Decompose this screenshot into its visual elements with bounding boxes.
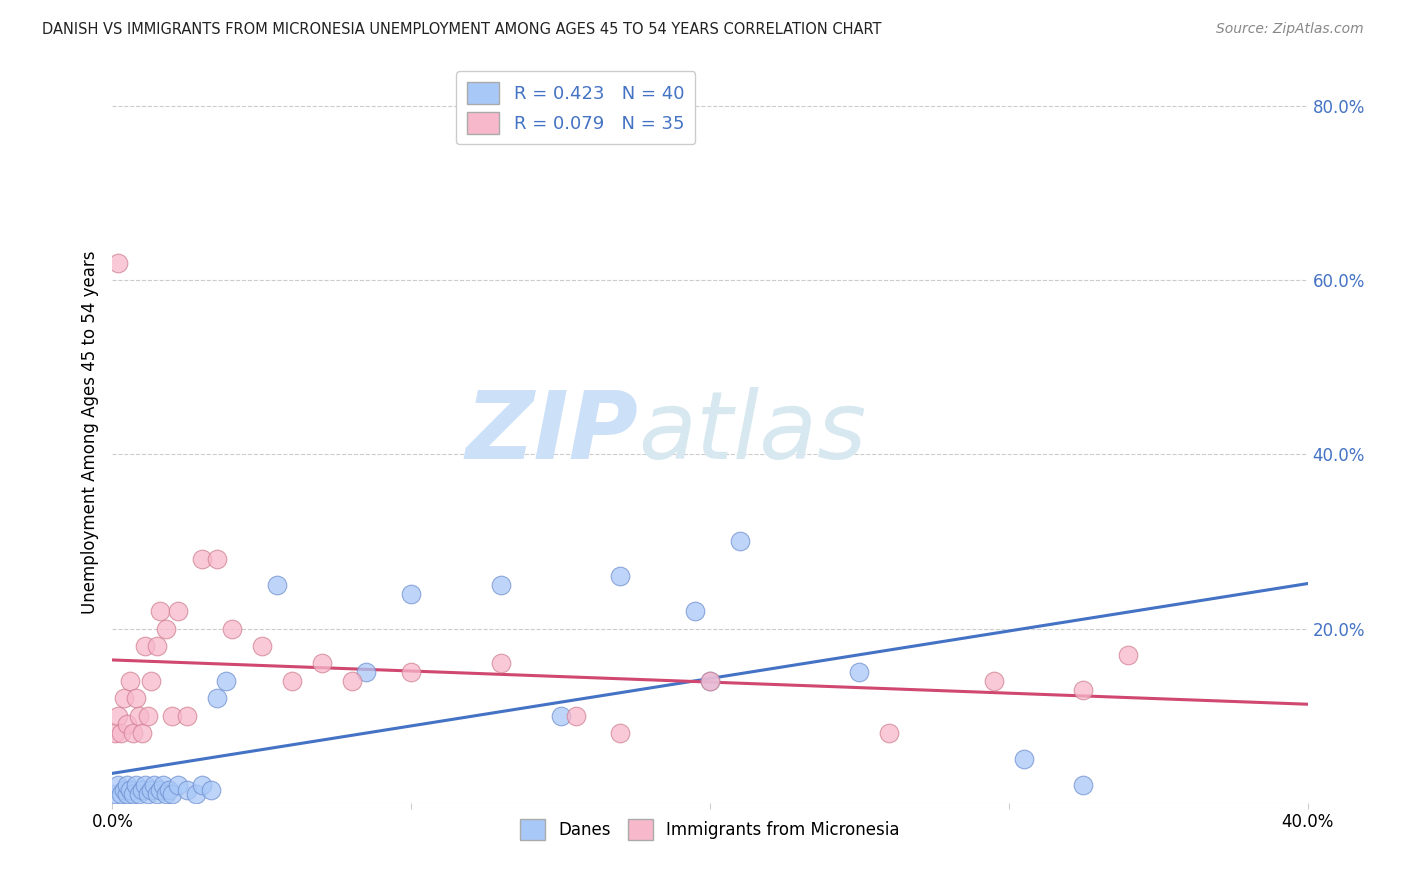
Text: ZIP: ZIP bbox=[465, 386, 638, 479]
Point bbox=[186, 787, 208, 801]
Point bbox=[131, 726, 153, 740]
Point bbox=[131, 782, 153, 797]
Point bbox=[215, 673, 238, 688]
Legend: Danes, Immigrants from Micronesia: Danes, Immigrants from Micronesia bbox=[513, 813, 907, 847]
Point bbox=[122, 787, 145, 801]
Point bbox=[983, 673, 1005, 688]
Point bbox=[281, 673, 304, 688]
Point bbox=[564, 708, 586, 723]
Point bbox=[221, 622, 243, 636]
Point bbox=[191, 552, 214, 566]
Point bbox=[107, 256, 129, 270]
Point bbox=[125, 691, 148, 706]
Point bbox=[340, 673, 363, 688]
Point bbox=[401, 587, 423, 601]
Point bbox=[146, 639, 169, 653]
Point bbox=[120, 782, 142, 797]
Point bbox=[138, 787, 160, 801]
Point bbox=[609, 569, 631, 583]
Point bbox=[311, 657, 333, 671]
Point bbox=[699, 673, 721, 688]
Point bbox=[1073, 682, 1095, 697]
Point bbox=[176, 782, 198, 797]
Point bbox=[266, 578, 288, 592]
Point bbox=[489, 657, 512, 671]
Point bbox=[489, 578, 512, 592]
Point bbox=[110, 787, 132, 801]
Point bbox=[848, 665, 870, 680]
Point bbox=[176, 708, 198, 723]
Point bbox=[162, 787, 183, 801]
Point bbox=[205, 552, 228, 566]
Point bbox=[157, 782, 180, 797]
Point bbox=[107, 778, 129, 792]
Point bbox=[114, 691, 135, 706]
Point bbox=[146, 787, 169, 801]
Point bbox=[125, 778, 148, 792]
Point bbox=[401, 665, 423, 680]
Text: atlas: atlas bbox=[638, 387, 866, 478]
Point bbox=[162, 708, 183, 723]
Point bbox=[122, 726, 145, 740]
Point bbox=[141, 782, 163, 797]
Point bbox=[167, 778, 190, 792]
Point bbox=[117, 787, 139, 801]
Y-axis label: Unemployment Among Ages 45 to 54 years: Unemployment Among Ages 45 to 54 years bbox=[80, 251, 98, 615]
Point bbox=[250, 639, 273, 653]
Point bbox=[879, 726, 901, 740]
Point bbox=[128, 708, 150, 723]
Point bbox=[1012, 752, 1035, 766]
Point bbox=[134, 778, 156, 792]
Point bbox=[149, 604, 172, 618]
Point bbox=[356, 665, 378, 680]
Point bbox=[117, 717, 139, 731]
Point bbox=[1073, 778, 1095, 792]
Point bbox=[699, 673, 721, 688]
Point bbox=[107, 708, 129, 723]
Point bbox=[609, 726, 631, 740]
Point bbox=[152, 778, 174, 792]
Point bbox=[200, 782, 222, 797]
Point bbox=[1118, 648, 1140, 662]
Point bbox=[728, 534, 751, 549]
Point bbox=[167, 604, 190, 618]
Point bbox=[149, 782, 172, 797]
Point bbox=[550, 708, 572, 723]
Point bbox=[155, 622, 177, 636]
Text: Source: ZipAtlas.com: Source: ZipAtlas.com bbox=[1216, 22, 1364, 37]
Point bbox=[141, 673, 163, 688]
Point bbox=[143, 778, 166, 792]
Point bbox=[134, 639, 156, 653]
Point bbox=[120, 673, 142, 688]
Point bbox=[138, 708, 160, 723]
Text: DANISH VS IMMIGRANTS FROM MICRONESIA UNEMPLOYMENT AMONG AGES 45 TO 54 YEARS CORR: DANISH VS IMMIGRANTS FROM MICRONESIA UNE… bbox=[42, 22, 882, 37]
Point bbox=[104, 787, 127, 801]
Point bbox=[191, 778, 214, 792]
Point bbox=[128, 787, 150, 801]
Point bbox=[114, 782, 135, 797]
Point bbox=[104, 726, 127, 740]
Point bbox=[110, 726, 132, 740]
Point bbox=[155, 787, 177, 801]
Point bbox=[683, 604, 706, 618]
Point bbox=[205, 691, 228, 706]
Point bbox=[117, 778, 139, 792]
